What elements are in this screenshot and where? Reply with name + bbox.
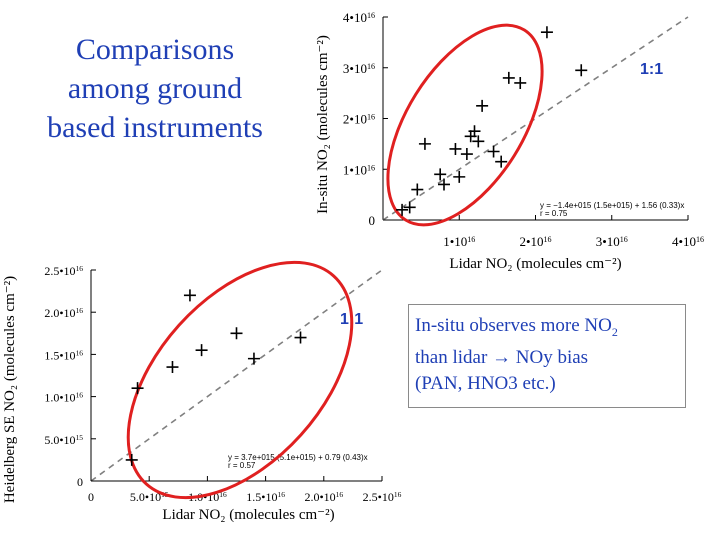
chart1-data-point bbox=[247, 352, 260, 365]
chart0-y-tick-label: 3•1016 bbox=[343, 61, 375, 76]
chart1-x-tick-label: 2.0•1016 bbox=[304, 490, 343, 505]
chart1-y-tick-label: 1.0•1016 bbox=[44, 390, 83, 405]
annotation-line-3: (PAN, HNO3 etc.) bbox=[415, 372, 556, 394]
slide-title: Comparisons among ground based instrumen… bbox=[10, 30, 300, 147]
chart0-x-tick-label: 4•1016 bbox=[672, 234, 704, 249]
chart0-fit-equation: y = −1.4e+015 (1.5e+015) + 1.56 (0.33)x bbox=[540, 201, 684, 210]
chart1-x-tick-label: 0 bbox=[88, 490, 94, 504]
chart0-data-point bbox=[411, 183, 424, 196]
annotation-box: In-situ observes more NO2 than lidar → N… bbox=[408, 304, 686, 408]
chart1-data-point bbox=[230, 327, 243, 340]
chart0-data-point bbox=[575, 64, 588, 77]
chart0-data-point bbox=[438, 178, 450, 191]
annotation-line-2-post: NOy bias bbox=[511, 346, 589, 368]
arrow-icon: → bbox=[492, 346, 512, 368]
chart1-y-axis-title: Heidelberg SE NO₂ (molecules cm⁻²) bbox=[2, 276, 18, 503]
chart1-y-tick-label: 5.0•1015 bbox=[44, 432, 83, 447]
chart1-data-point bbox=[125, 453, 138, 466]
chart1-fit-r-value: r = 0.57 bbox=[228, 461, 256, 470]
chart1-y-tick-label: 2.5•1016 bbox=[44, 264, 83, 279]
chart1-y-tick-label: 2.0•1016 bbox=[44, 306, 83, 321]
chart0-data-point bbox=[396, 203, 409, 216]
chart1-x-axis-title: Lidar NO₂ (molecules cm⁻²) bbox=[162, 507, 334, 523]
chart0-data-point bbox=[472, 135, 485, 148]
chart1-x-tick-label: 5.0•1015 bbox=[130, 490, 169, 505]
chart0-data-point bbox=[487, 145, 500, 158]
chart0-data-point bbox=[460, 148, 473, 161]
chart0-data-point bbox=[449, 142, 462, 155]
slide-title-line-1: Comparisons bbox=[75, 33, 235, 66]
chart0-data-point bbox=[514, 76, 527, 89]
chart1-highlight-ellipse bbox=[126, 260, 354, 500]
chart0-x-tick-label: 1•1016 bbox=[443, 234, 475, 249]
chart0-data-point bbox=[403, 201, 416, 214]
chart1-x-tick-label: 2.5•1016 bbox=[363, 490, 402, 505]
slide-title-line-3: based instruments bbox=[47, 111, 263, 144]
chart0-y-tick-label: 4•1016 bbox=[343, 10, 375, 25]
chart0-data-point bbox=[476, 99, 489, 112]
chart0-data-point bbox=[540, 26, 553, 39]
chart1-data-point bbox=[294, 331, 307, 344]
chart1-data-point bbox=[183, 289, 196, 302]
chart0-y-tick-label: 1•1016 bbox=[343, 162, 375, 177]
slide-title-line-2: among ground bbox=[67, 72, 243, 105]
chart0-data-point bbox=[495, 155, 508, 168]
chart1-y-tick-label: 1.5•1016 bbox=[44, 348, 83, 363]
chart0-y-tick-label: 0 bbox=[369, 213, 376, 228]
chart1-data-point bbox=[131, 382, 144, 395]
chart1-data-point bbox=[166, 361, 179, 374]
annotation-line-2-pre: than lidar bbox=[415, 346, 493, 368]
chart0-y-tick-label: 2•1016 bbox=[343, 112, 375, 127]
chart0-fit-r-value: r = 0.75 bbox=[540, 209, 568, 218]
chart1-data-point bbox=[195, 344, 208, 357]
chart0-data-point bbox=[468, 125, 481, 138]
annotation-line-1-text: In-situ observes more NO bbox=[415, 315, 612, 336]
chart0-x-tick-label: 2•1016 bbox=[519, 234, 551, 249]
annotation-subscript: 2 bbox=[611, 324, 618, 339]
chart1-fit-equation: y = 3.7e+015 (5.1e+015) + 0.79 (0.43)x bbox=[228, 453, 368, 462]
chart0-x-tick-label: 3•1016 bbox=[596, 234, 628, 249]
chart0-data-point bbox=[418, 137, 431, 150]
chart1-x-tick-label: 1.5•1016 bbox=[246, 490, 285, 505]
chart0-highlight-ellipse bbox=[386, 23, 544, 227]
chart0-data-point bbox=[434, 168, 447, 181]
chart0-one-to-one-label: 1:1 bbox=[640, 61, 663, 78]
chart0-y-axis-title: In-situ NO₂ (molecules cm⁻²) bbox=[315, 35, 331, 214]
annotation-line-2: than lidar → NOy bias bbox=[415, 345, 679, 371]
annotation-line-1: In-situ observes more NO2 bbox=[415, 313, 679, 345]
chart0-data-point bbox=[453, 170, 466, 183]
chart1-y-tick-label: 0 bbox=[77, 475, 83, 489]
chart0-x-axis-title: Lidar NO₂ (molecules cm⁻²) bbox=[449, 256, 621, 272]
chart0-data-point bbox=[502, 71, 515, 84]
chart1-one-to-one-line bbox=[90, 269, 383, 482]
